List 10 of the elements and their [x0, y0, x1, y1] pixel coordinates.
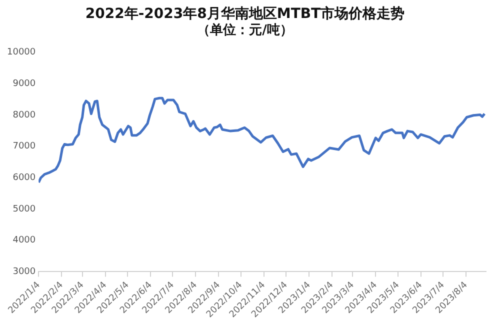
y-tick-label: 4000 — [12, 236, 36, 246]
y-tick-label: 8000 — [12, 110, 36, 120]
y-tick-label: 6000 — [12, 173, 36, 184]
y-tick-label: 10000 — [6, 48, 36, 58]
y-tick-label: 7000 — [12, 142, 36, 152]
y-tick-label: 5000 — [12, 204, 36, 214]
chart-subtitle: （单位：元/吨） — [197, 22, 293, 38]
y-tick-label: 3000 — [12, 267, 36, 278]
chart-title: 2022年-2023年8月华南地区MTBT市场价格走势 — [85, 5, 405, 22]
y-tick-label: 9000 — [12, 79, 36, 90]
